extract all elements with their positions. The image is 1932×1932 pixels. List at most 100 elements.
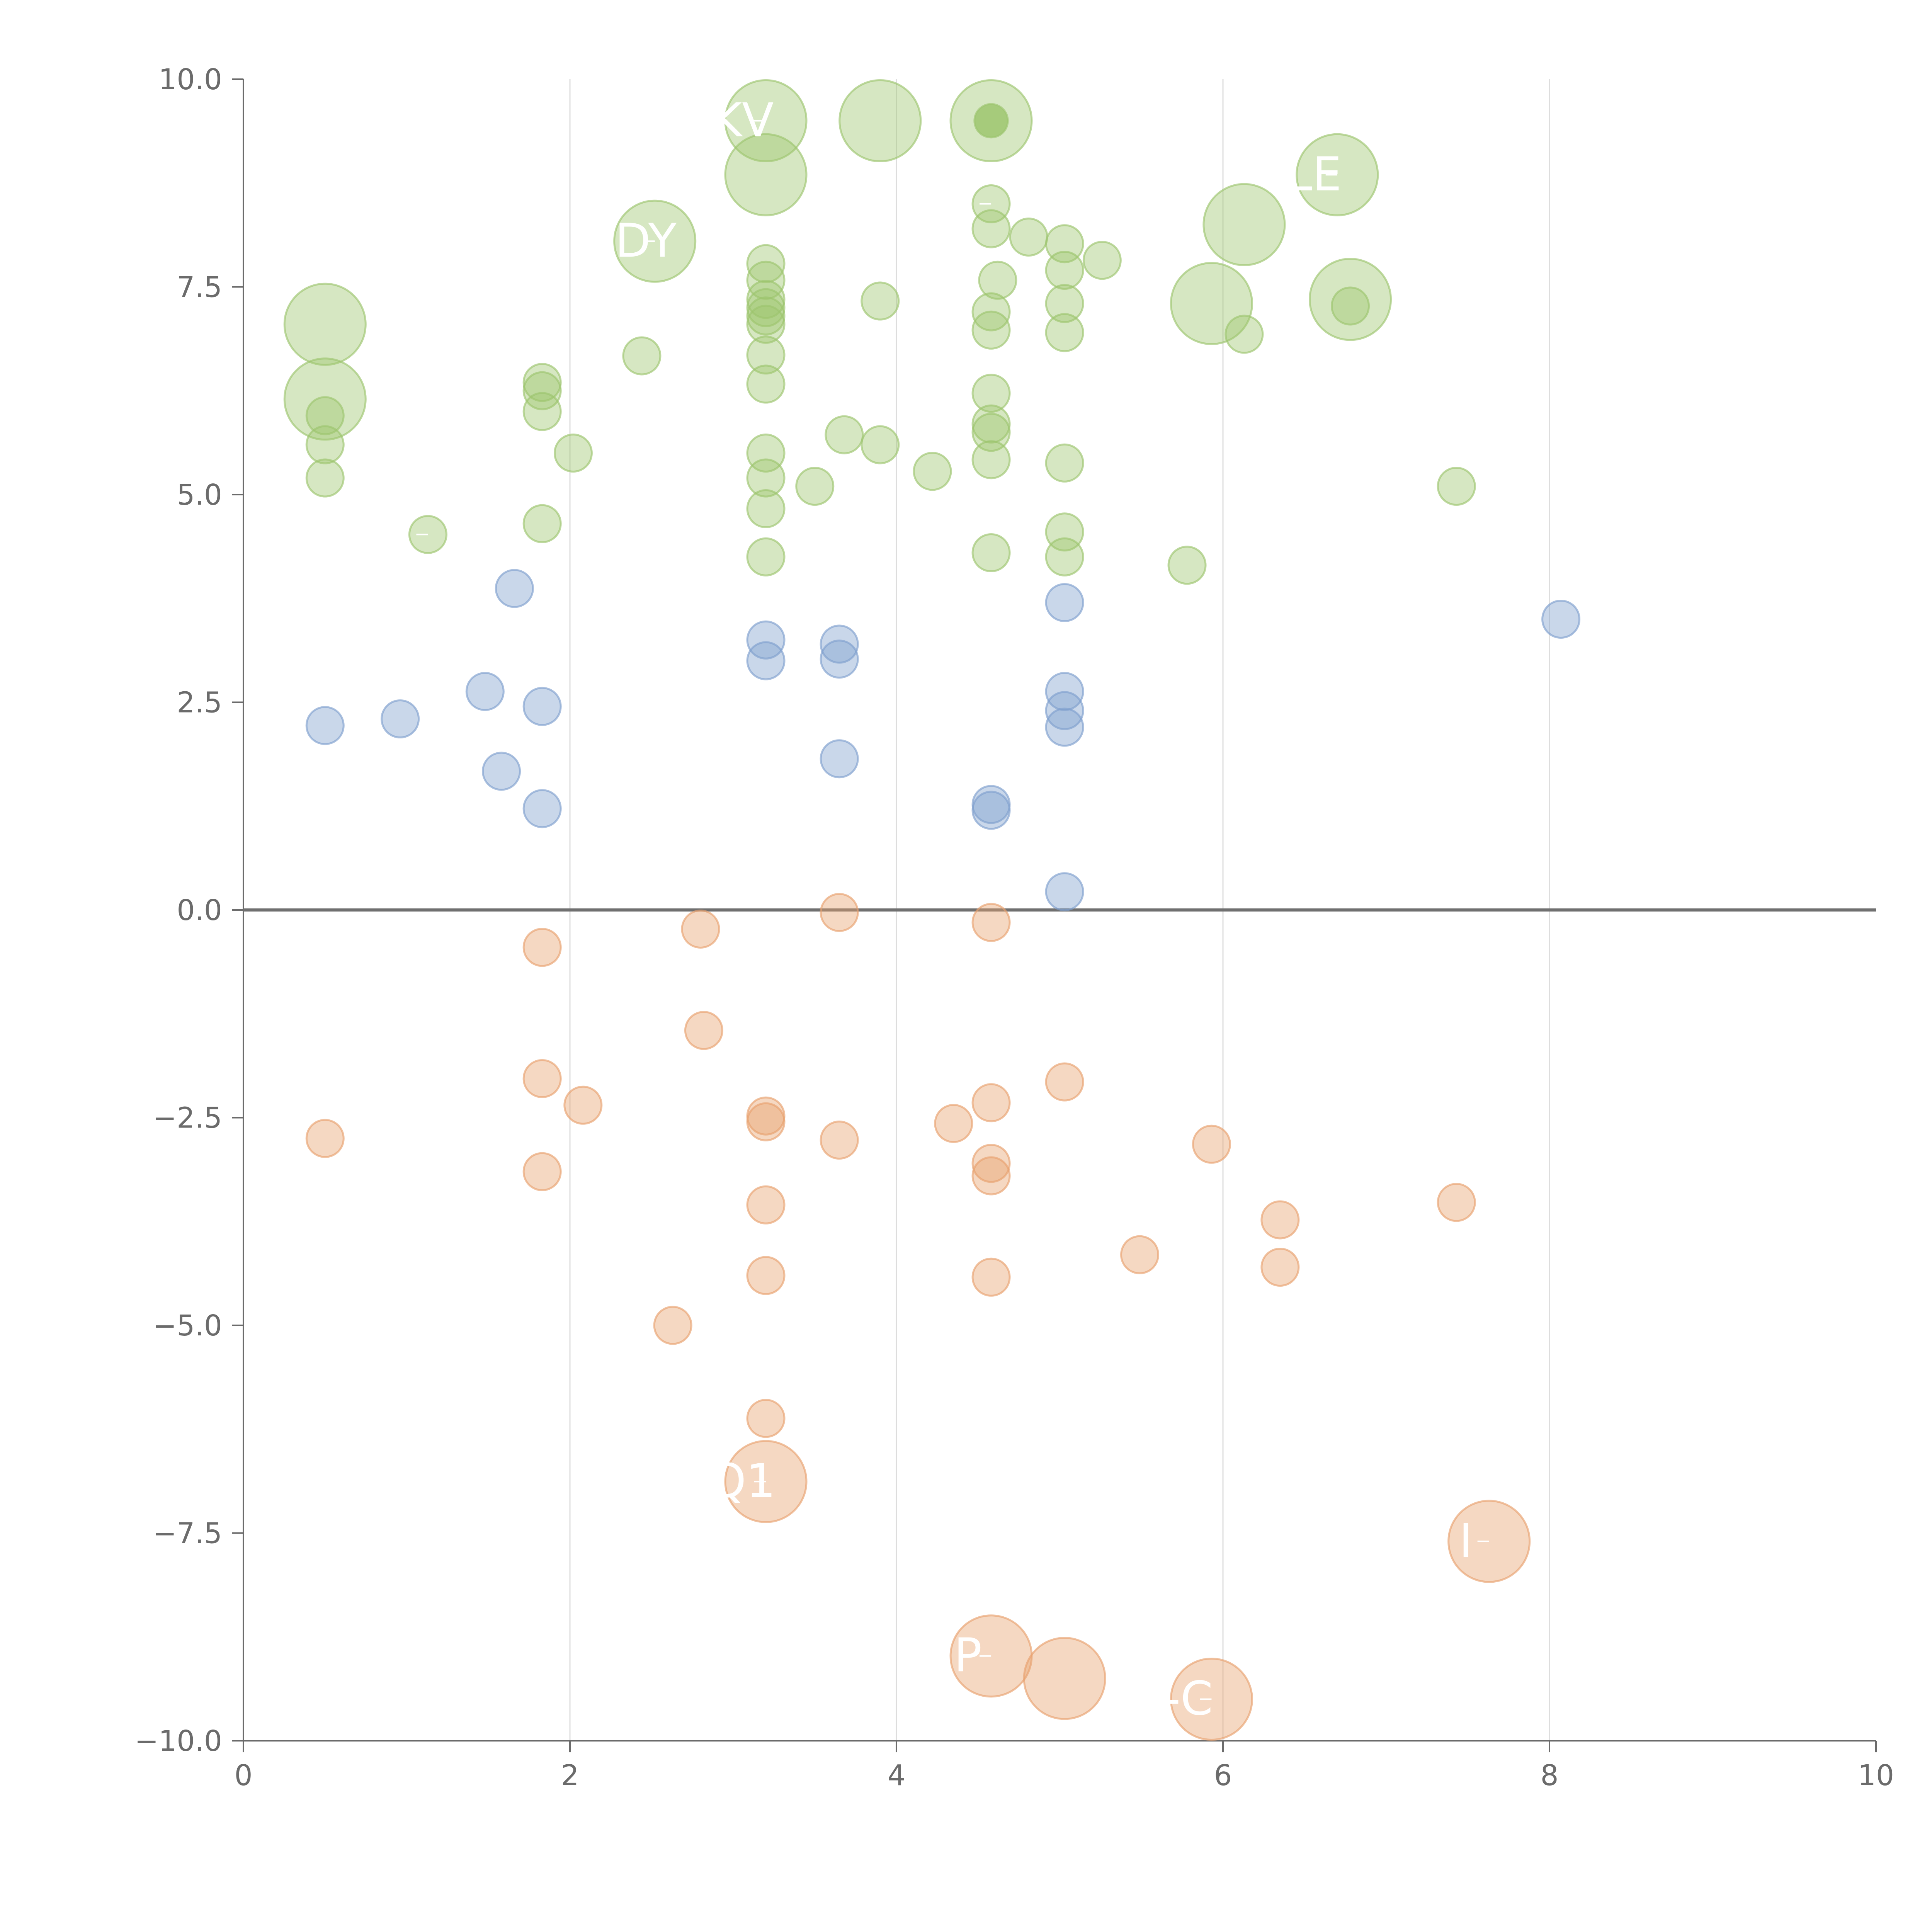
data-point-high [838,79,922,162]
data-point-low [971,903,1011,942]
data-point-high [522,371,562,410]
y-tick-label: 10.0 [158,63,222,96]
data-point-high [861,281,900,321]
data-point-low [746,1399,786,1438]
data-point-mid [305,706,345,745]
data-point-mid [820,639,859,679]
data-point-high [971,533,1011,572]
data-point-low [746,1102,786,1141]
data-point-high [1045,284,1084,323]
data-point-mid [522,687,562,726]
data-point-high [553,434,593,473]
axes: 0 2 4 6 8 10 −10.0 −7.5 −5.0 −2.5 0.0 2.5 5.0 7.5 10.0 [134,63,1894,1792]
data-point-high [1009,218,1048,257]
point-label: ' [962,177,975,231]
data-point-low [820,1121,859,1160]
data-point-mid [381,699,420,738]
data-point-high [305,396,345,435]
data-point-low [1045,1062,1084,1102]
data-point-mid [1045,691,1084,730]
x-tick-label: 2 [561,1759,579,1792]
data-point-low [971,1257,1011,1297]
data-point-high [1045,537,1084,577]
data-point-high [1225,315,1264,354]
data-point-high [746,458,786,498]
data-point-high [522,392,562,431]
data-point-high [746,489,786,529]
data-point-high [1170,262,1253,345]
data-point-mid [495,569,534,608]
data-point-high [1045,224,1084,264]
data-point-low [1260,1200,1300,1240]
data-point-low [934,1104,973,1143]
data-point-mid [522,789,562,828]
data-point-mid [1541,600,1581,639]
data-point-low [684,1011,723,1050]
data-point-low [971,1144,1011,1183]
data-point-high [795,467,835,506]
data-point-high [825,415,864,454]
data-point-mid [465,672,505,711]
data-point-mid [971,791,1011,830]
data-point-high [746,537,786,577]
data-point-low [820,893,859,932]
data-point-high [913,452,952,491]
point-label: Q1 [710,1454,776,1508]
data-point-high [305,458,345,498]
data-point-low [1260,1248,1300,1287]
y-tick-label: −5.0 [153,1309,222,1342]
data-point-high [746,364,786,404]
data-point-low [746,1185,786,1225]
data-point-mid [820,624,859,664]
data-point-high [522,504,562,543]
point-label: LE [1286,148,1342,201]
data-point-high [1045,251,1084,290]
data-point-high [305,425,345,464]
x-tick-label: 6 [1214,1759,1232,1792]
y-tick-label: 7.5 [177,271,222,304]
y-tick-label: −2.5 [153,1102,222,1135]
data-point-low [563,1085,603,1125]
point-label: KV [712,94,774,148]
y-tick-label: −7.5 [153,1517,222,1550]
data-point-high [522,363,562,402]
data-point-mid [1045,872,1084,912]
point-label: -C [1164,1672,1213,1726]
data-point-low [653,1306,692,1345]
data-point-mid [1045,707,1084,747]
data-point-low [1120,1235,1160,1274]
x-tick-label: 8 [1540,1759,1558,1792]
data-point-high [971,440,1011,480]
data-point-high [746,335,786,375]
data-point-mid [820,739,859,779]
y-tick-label: 2.5 [177,686,222,719]
data-point-high [283,282,367,366]
data-point-high [746,296,786,336]
data-point-high [622,336,662,376]
data-point-low [1192,1124,1231,1164]
y-tick-label: 0.0 [177,894,222,927]
data-point-high [861,425,900,464]
data-point-high [971,374,1011,413]
x-tick-label: 4 [887,1759,905,1792]
data-point-high [978,260,1017,300]
data-point-low [522,928,562,967]
data-point-high [746,244,786,283]
data-point-high [1202,183,1286,266]
point-label: P [954,1629,982,1683]
data-point-low [971,1083,1011,1122]
data-point-mid [1045,583,1084,622]
data-point-high [971,209,1011,248]
data-point-high [1167,546,1207,585]
data-point-high [1045,313,1084,352]
point-label: I [1459,1514,1473,1568]
data-point-high [1045,443,1084,483]
data-point-mid [746,620,786,660]
data-point-high [1082,241,1122,280]
data-point-low [1023,1637,1106,1720]
data-point-low [305,1119,345,1158]
x-tick-label: 10 [1858,1759,1894,1792]
data-point-low [971,1156,1011,1196]
data-point-low [746,1256,786,1295]
